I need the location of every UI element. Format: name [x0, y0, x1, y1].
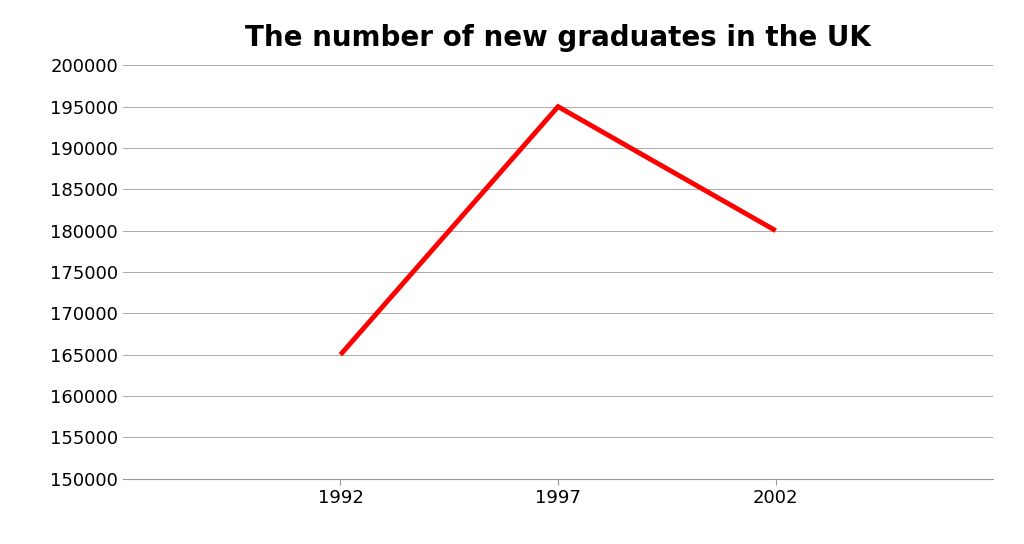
Title: The number of new graduates in the UK: The number of new graduates in the UK	[245, 24, 871, 52]
